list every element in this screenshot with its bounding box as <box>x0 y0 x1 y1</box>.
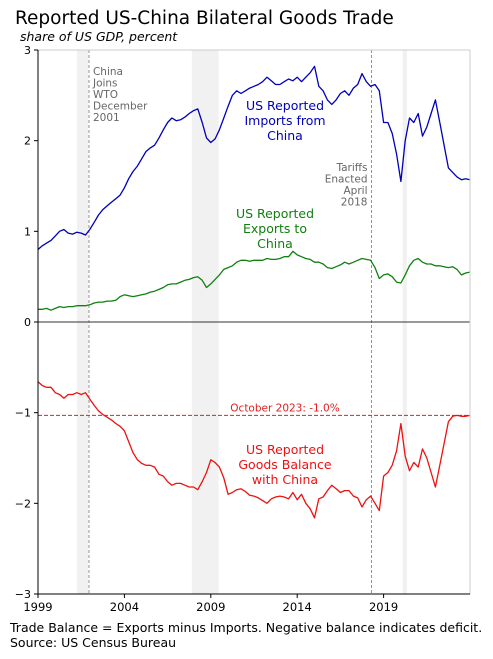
y-tick-label-1: −3 <box>15 588 31 601</box>
footer-note: Trade Balance = Exports minus Imports. N… <box>10 620 483 635</box>
axes: −3 −2 −1 0 1 2 3 1999 2004 2009 2014 2019 <box>15 44 470 614</box>
y-tick-label-4: 0 <box>24 316 31 329</box>
y-tick-label-7: 3 <box>24 44 31 57</box>
reference-line-group: October 2023: -1.0% <box>38 402 470 416</box>
series-line-imports <box>37 65 471 250</box>
y-tick-label-5: 1 <box>24 225 31 238</box>
series-label-balance-line-3: with China <box>252 472 318 487</box>
footer-source: Source: US Census Bureau <box>10 635 177 650</box>
series-label-imports-line-2: Imports from <box>244 113 325 128</box>
x-tick-label-1: 1999 <box>23 600 52 614</box>
series-label-exports-line-3: China <box>257 236 293 251</box>
series-label-balance-line-1: US Reported <box>246 442 324 457</box>
event-label-2-line-4: 2018 <box>341 197 368 209</box>
y-tick-label-3: −1 <box>15 407 31 420</box>
event-label-2-line-2: Enacted <box>325 174 368 186</box>
series-label-balance-line-2: Goods Balance <box>238 457 332 472</box>
series-group <box>37 65 471 519</box>
y-tick-label-2: −2 <box>15 497 31 510</box>
event-label-1-line-2: Joins <box>92 78 118 90</box>
series-line-balance <box>37 381 471 519</box>
y-tick-label-6: 2 <box>24 135 31 148</box>
event-label-1-line-3: WTO <box>93 89 118 101</box>
x-tick-label-3: 2009 <box>196 600 225 614</box>
series-label-imports-line-1: US Reported <box>246 98 324 113</box>
event-label-1-line-5: 2001 <box>93 112 120 124</box>
series-label-exports-line-2: Exports to <box>243 221 307 236</box>
event-label-1-line-4: December <box>93 101 148 113</box>
chart-subtitle: share of US GDP, percent <box>20 29 178 44</box>
event-label-1-line-1: China <box>93 66 123 78</box>
x-tick-label-4: 2014 <box>283 600 312 614</box>
reference-line-label: October 2023: -1.0% <box>230 402 339 414</box>
x-tick-label-2: 2004 <box>110 600 139 614</box>
chart-title: Reported US-China Bilateral Goods Trade <box>15 8 394 29</box>
series-line-exports <box>38 250 471 311</box>
event-label-2-line-1: Tariffs <box>335 162 367 174</box>
x-tick-label-5: 2019 <box>369 600 398 614</box>
series-label-exports-line-1: US Reported <box>236 206 314 221</box>
event-label-2-line-3: April <box>344 185 368 197</box>
series-label-imports-line-3: China <box>267 128 303 143</box>
